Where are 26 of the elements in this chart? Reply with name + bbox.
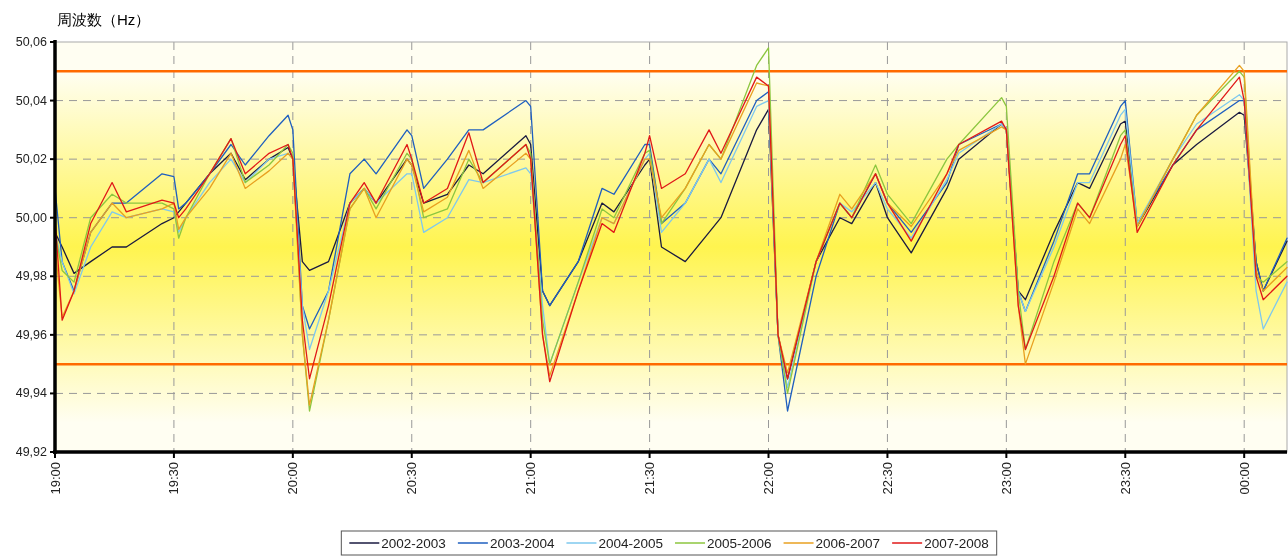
x-tick-label: 23:30 [1117, 462, 1133, 495]
x-tick-label: 21:00 [523, 462, 539, 495]
y-tick-label: 49,92 [15, 445, 48, 459]
y-tick-label: 50,04 [15, 93, 48, 108]
x-tick-label: 20:00 [285, 462, 301, 495]
x-tick-label: 19:30 [166, 462, 182, 495]
y-tick-label: 49,96 [15, 327, 48, 342]
legend-label: 2004-2005 [598, 535, 663, 551]
x-tick-label: 22:00 [761, 462, 777, 495]
legend-label: 2002-2003 [381, 535, 446, 551]
legend-label: 2003-2004 [489, 535, 555, 551]
x-tick-label: 21:30 [642, 462, 658, 495]
x-tick-label: 00:00 [1236, 462, 1252, 495]
y-axis-title: 周波数（Hz） [57, 11, 151, 28]
x-tick-label: 20:30 [404, 462, 420, 495]
y-tick-label: 50,00 [15, 210, 48, 225]
x-tick-label: 23:00 [998, 462, 1014, 495]
y-tick-label: 49,98 [15, 269, 48, 284]
x-tick-label: 22:30 [879, 462, 895, 495]
legend-label: 2005-2006 [707, 535, 772, 551]
x-tick-label: 19:00 [47, 462, 63, 495]
y-tick-label: 49,94 [15, 386, 48, 401]
legend-label: 2006-2007 [815, 535, 881, 551]
y-tick-label: 50,06 [15, 35, 48, 49]
y-tick-label: 50,02 [15, 152, 48, 167]
legend-label: 2007-2008 [924, 535, 989, 551]
